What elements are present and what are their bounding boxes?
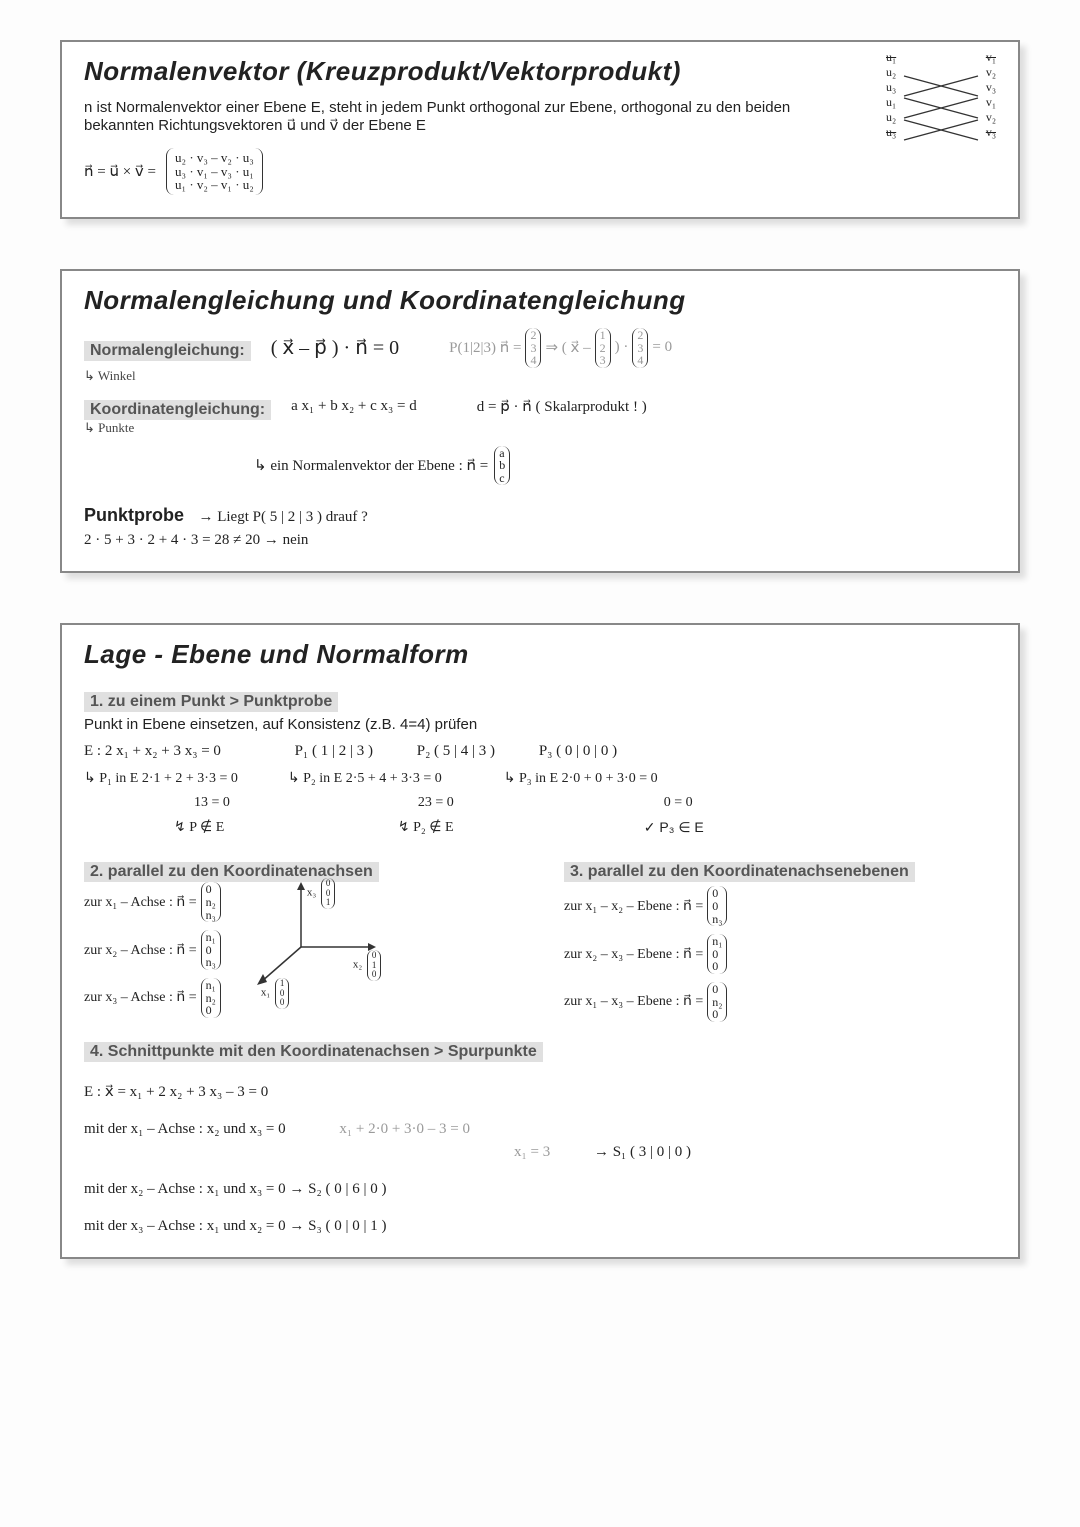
cross-scheme: u₁v₁ u₂v₂ u₃v₃ u₁v₁ u₂v₂ u₃v₃ [886, 50, 996, 190]
card1-title: Normalenvektor (Kreuzprodukt/Vektorprodu… [84, 56, 866, 87]
card-normalenvektor: Normalenvektor (Kreuzprodukt/Vektorprodu… [60, 40, 1020, 219]
axes-sketch: x₃ 001 x₂ 010 x₁ 100 [241, 882, 391, 992]
s1-text: Punkt in Ebene einsetzen, auf Konsistenz… [84, 716, 996, 733]
s4-row1b: x₁ = 3 → S₁ ( 3 | 0 | 0 ) [84, 1144, 996, 1161]
s1-eq-row: E : 2 x₁ + x₂ + 3 x₃ = 0 P₁ ( 1 | 2 | 3 … [84, 743, 996, 760]
punktprobe-question: → Liegt P( 5 | 2 | 3 ) drauf ? [198, 509, 367, 525]
s3-label: 3. parallel zu den Koordinatenachseneben… [564, 862, 915, 882]
card1-formula: n⃗ = u⃗ × v⃗ = u₂ · v₃ – v₂ · u₃ u₃ · v₁… [84, 148, 866, 195]
s4-row1: mit der x₁ – Achse : x₂ und x₃ = 0 x₁ + … [84, 1121, 996, 1138]
eq-d: d = p⃗ · n⃗ ( Skalarprodukt ! ) [477, 397, 647, 416]
note-winkel: ↳ Winkel [84, 368, 996, 384]
m3: u₁ · v₂ – v₁ · u₂ [175, 177, 254, 192]
cross-lines-icon [886, 50, 996, 190]
label-koordgl: Koordinatengleichung: [84, 400, 271, 420]
note-punkte: ↳ Punkte [84, 420, 996, 436]
punktprobe-label: Punktprobe [84, 505, 184, 525]
punktprobe-calc: 2 · 5 + 3 · 2 + 4 · 3 = 28 ≠ 20 → nein [84, 532, 996, 549]
note-normalenvektor: ↳ ein Normalenvektor der Ebene : n⃗ = ab… [254, 446, 996, 486]
axis-x1-label: x₁ 100 [261, 978, 290, 1008]
card3-title: Lage - Ebene und Normalform [84, 639, 996, 670]
s4-row3: mit der x₃ – Achse : x₁ und x₂ = 0 → S₃ … [84, 1218, 996, 1235]
eq-koord: a x₁ + b x₂ + c x₃ = d [291, 398, 417, 415]
axis-x3-label: x₃ 001 [307, 878, 336, 908]
s1-checks: ↳ P₁ in E 2·1 + 2 + 3·3 = 0 13 = 0 ↯ P ∉… [84, 770, 996, 836]
card2-title: Normalengleichung und Koordinatengleichu… [84, 285, 996, 316]
label-normalengleichung: Normalengleichung: [84, 341, 251, 361]
card1-desc: n ist Normalenvektor einer Ebene E, steh… [84, 99, 804, 134]
card-lage: Lage - Ebene und Normalform 1. zu einem … [60, 623, 1020, 1258]
s4-eq: E : x⃗ = x₁ + 2 x₂ + 3 x₃ – 3 = 0 [84, 1082, 996, 1101]
s4-label: 4. Schnittpunkte mit den Koordinatenachs… [84, 1042, 543, 1062]
cross-product-lhs: n⃗ = u⃗ × v⃗ = [84, 162, 156, 181]
eq-normal-example: P(1|2|3) n⃗ = 234 ⇒ ( x⃗ – 123 ) · 234 =… [449, 328, 672, 368]
card-normalengleichung: Normalengleichung und Koordinatengleichu… [60, 269, 1020, 574]
s3-lines: zur x₁ – x₂ – Ebene : n⃗ =00n₃ zur x₂ – … [564, 886, 996, 1021]
axis-x2-label: x₂ 010 [353, 950, 382, 980]
s1-label: 1. zu einem Punkt > Punktprobe [84, 692, 338, 712]
s2-lines: zur x₁ – Achse : n⃗ =0n₂n₃ zur x₂ – Achs… [84, 882, 221, 1017]
eq-normal: ( x⃗ – p⃗ ) · n⃗ = 0 [271, 335, 399, 360]
s4-row2: mit der x₂ – Achse : x₁ und x₃ = 0 → S₂ … [84, 1181, 996, 1198]
